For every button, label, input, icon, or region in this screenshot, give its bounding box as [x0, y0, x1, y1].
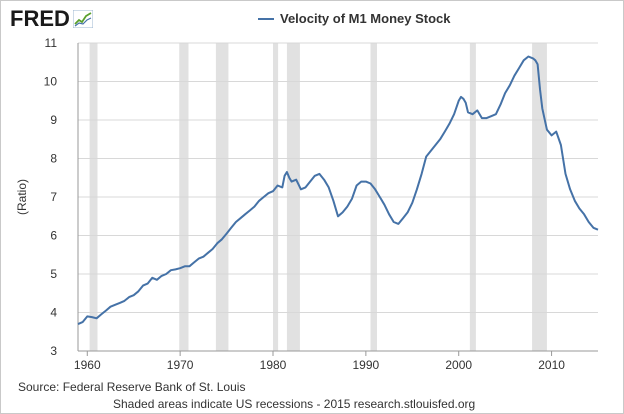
x-tick-label: 1980 — [260, 358, 287, 372]
x-tick-label: 2000 — [445, 358, 472, 372]
legend-swatch — [258, 17, 274, 20]
recession-footnote: Shaded areas indicate US recessions - 20… — [113, 397, 476, 411]
y-tick-label: 7 — [50, 190, 57, 204]
y-tick-label: 11 — [45, 36, 58, 50]
series-layer — [77, 55, 599, 326]
gridlines — [78, 42, 598, 352]
line-chart-badge-icon — [72, 10, 93, 28]
tick-labels: 3 4 5 6 7 8 9 10 11 1960 1970 1980 1990 2000 2010 — [44, 36, 566, 372]
y-tick-label: 3 — [50, 344, 57, 358]
y-tick-label: 4 — [50, 306, 57, 320]
chart-legend[interactable]: Velocity of M1 Money Stock — [258, 11, 451, 26]
series-line — [77, 55, 599, 326]
y-tick-label: 8 — [50, 152, 57, 166]
x-tick-label: 1960 — [74, 358, 101, 372]
logo-text: FRED — [10, 6, 70, 31]
y-tick-label: 9 — [50, 113, 57, 127]
x-tick-label: 1970 — [167, 358, 194, 372]
y-tick-label: 6 — [50, 229, 57, 243]
fred-logo[interactable]: FRED — [10, 6, 93, 32]
axes — [77, 43, 598, 356]
y-axis-label: (Ratio) — [15, 179, 29, 215]
x-tick-label: 1990 — [353, 358, 380, 372]
source-note: Source: Federal Reserve Bank of St. Loui… — [18, 380, 246, 394]
legend-label: Velocity of M1 Money Stock — [280, 11, 451, 26]
x-tick-label: 2010 — [538, 358, 565, 372]
y-tick-label: 5 — [50, 267, 57, 281]
y-tick-label: 10 — [44, 75, 58, 89]
